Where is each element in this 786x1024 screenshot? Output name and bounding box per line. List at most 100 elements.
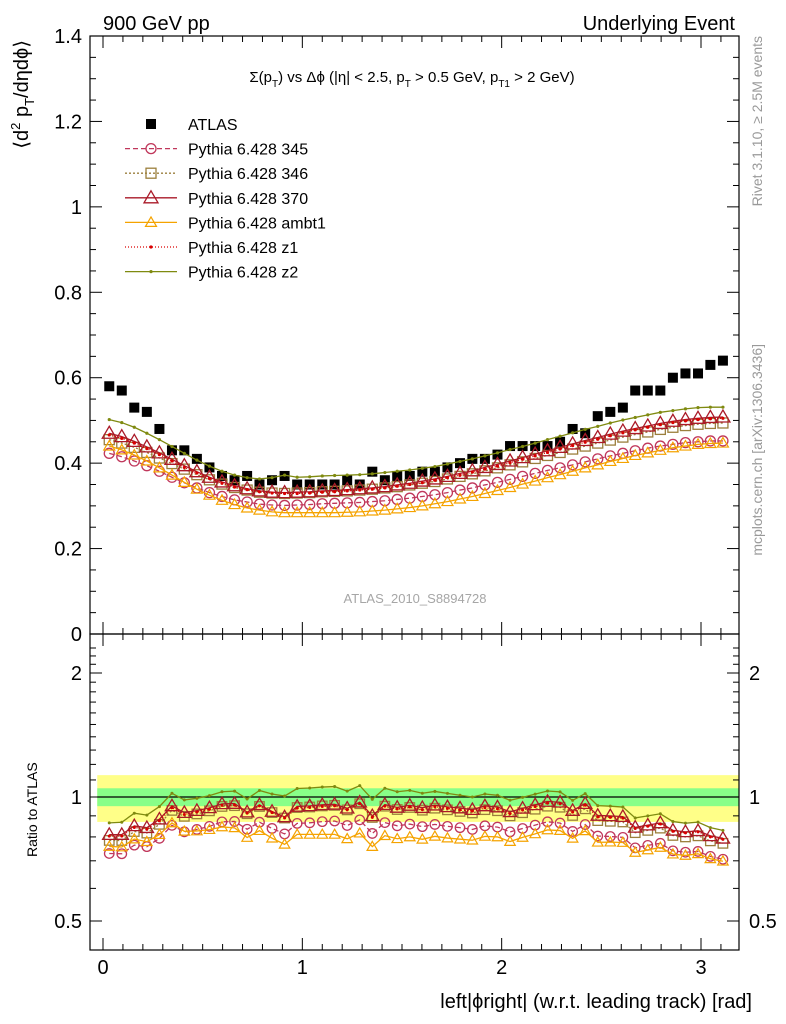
point-p370 [126, 433, 143, 448]
point-z2 [721, 405, 725, 409]
series-line-z1 [109, 417, 723, 495]
ratio-point-z1 [533, 805, 537, 809]
point-ambt1 [666, 441, 680, 453]
ratio-point-ambt1 [441, 831, 454, 843]
point-p345 [266, 499, 278, 511]
series-line-p370 [109, 416, 723, 494]
point-atlas [655, 385, 666, 396]
ratio-point-z1 [308, 806, 312, 810]
point-z1 [721, 416, 725, 420]
ratio-point-z1 [358, 802, 362, 806]
point-p370 [439, 468, 456, 483]
ratio-point-z1 [395, 807, 399, 811]
x-tick-label: 3 [695, 957, 706, 979]
point-p370 [614, 422, 631, 437]
point-z1 [596, 437, 600, 441]
ratio-point-z2 [558, 790, 562, 794]
point-z1 [157, 453, 162, 457]
point-p345 [103, 447, 115, 459]
point-z1 [420, 481, 424, 485]
point-z2 [646, 413, 650, 417]
point-z1 [495, 464, 500, 468]
point-z2 [583, 427, 587, 431]
point-p346 [504, 459, 516, 471]
point-z1 [571, 444, 575, 448]
ratio-point-p345 [316, 816, 328, 828]
point-z2 [696, 406, 700, 410]
ratio-point-ambt1 [390, 832, 404, 844]
ratio-point-p370 [477, 798, 493, 812]
legend-marker-p346 [145, 167, 157, 179]
legend-entry-z2: Pythia 6.428 z2 [125, 265, 298, 282]
point-atlas [667, 372, 678, 383]
legend-label-ambt1: Pythia 6.428 ambt1 [188, 215, 326, 232]
ratio-point-p370 [389, 799, 405, 813]
point-p370 [376, 478, 393, 493]
ratio-point-ambt1 [666, 847, 680, 859]
ratio-point-z1 [696, 830, 700, 834]
legend-marker-z2 [149, 270, 153, 274]
ratio-point-ambt1 [115, 840, 129, 852]
point-z1 [333, 490, 337, 494]
point-p345 [454, 484, 466, 496]
point-p370 [489, 456, 506, 471]
point-z1 [408, 482, 412, 487]
ratio-point-p370 [339, 800, 355, 814]
ratio-point-ambt1 [641, 843, 655, 855]
ratio-point-z1 [433, 805, 437, 809]
ratio-point-z1 [545, 801, 550, 805]
point-z2 [107, 417, 111, 422]
point-ambt1 [102, 439, 116, 451]
ratio-point-p370 [126, 817, 143, 832]
point-z1 [370, 487, 374, 491]
point-z1 [558, 447, 562, 451]
point-p370 [151, 444, 168, 459]
ratio-point-p370 [502, 803, 518, 818]
point-ambt1 [265, 505, 279, 517]
point-z1 [433, 478, 437, 482]
point-z1 [545, 450, 550, 455]
point-p370 [577, 432, 594, 447]
ratio-point-z1 [182, 812, 186, 816]
ratio-point-z2 [145, 813, 149, 817]
point-z2 [195, 458, 199, 462]
ratio-line-p345 [109, 819, 724, 860]
point-p345 [529, 467, 541, 480]
ratio-point-ambt1 [491, 830, 504, 842]
ratio-point-z2 [270, 792, 274, 796]
point-z2 [458, 459, 462, 464]
point-ambt1 [691, 437, 705, 449]
point-z2 [245, 476, 249, 480]
point-z2 [683, 407, 688, 411]
legend-marker-ambt1 [144, 215, 158, 227]
point-ambt1 [240, 501, 254, 513]
ratio-point-z2 [621, 805, 625, 809]
point-z2 [708, 405, 712, 409]
point-z1 [107, 433, 111, 437]
ratio-point-z1 [233, 803, 237, 807]
point-atlas [116, 385, 127, 396]
point-p345 [491, 476, 504, 489]
ratio-point-z2 [533, 792, 537, 796]
point-p370 [226, 477, 243, 492]
ratio-y-tick-label-right: 0.5 [749, 911, 777, 933]
point-ambt1 [566, 464, 580, 476]
ratio-point-z1 [708, 835, 712, 839]
legend-entry-p346: Pythia 6.428 346 [125, 166, 308, 183]
rivet-label: Rivet 3.1.10, ≥ 2.5M events [749, 36, 765, 206]
top-y-tick-label: 1 [71, 197, 82, 219]
point-z1 [383, 486, 387, 490]
ratio-point-ambt1 [578, 824, 592, 836]
ratio-point-p345 [404, 818, 416, 830]
point-ambt1 [428, 497, 442, 509]
point-ambt1 [340, 505, 354, 517]
point-ambt1 [190, 482, 204, 494]
point-p345 [541, 464, 554, 477]
ratio-point-z1 [132, 825, 136, 829]
point-p345 [304, 498, 316, 511]
ratio-point-z1 [370, 815, 374, 819]
ratio-point-z2 [245, 797, 249, 801]
point-atlas [154, 423, 165, 434]
ratio-point-z1 [633, 826, 637, 831]
